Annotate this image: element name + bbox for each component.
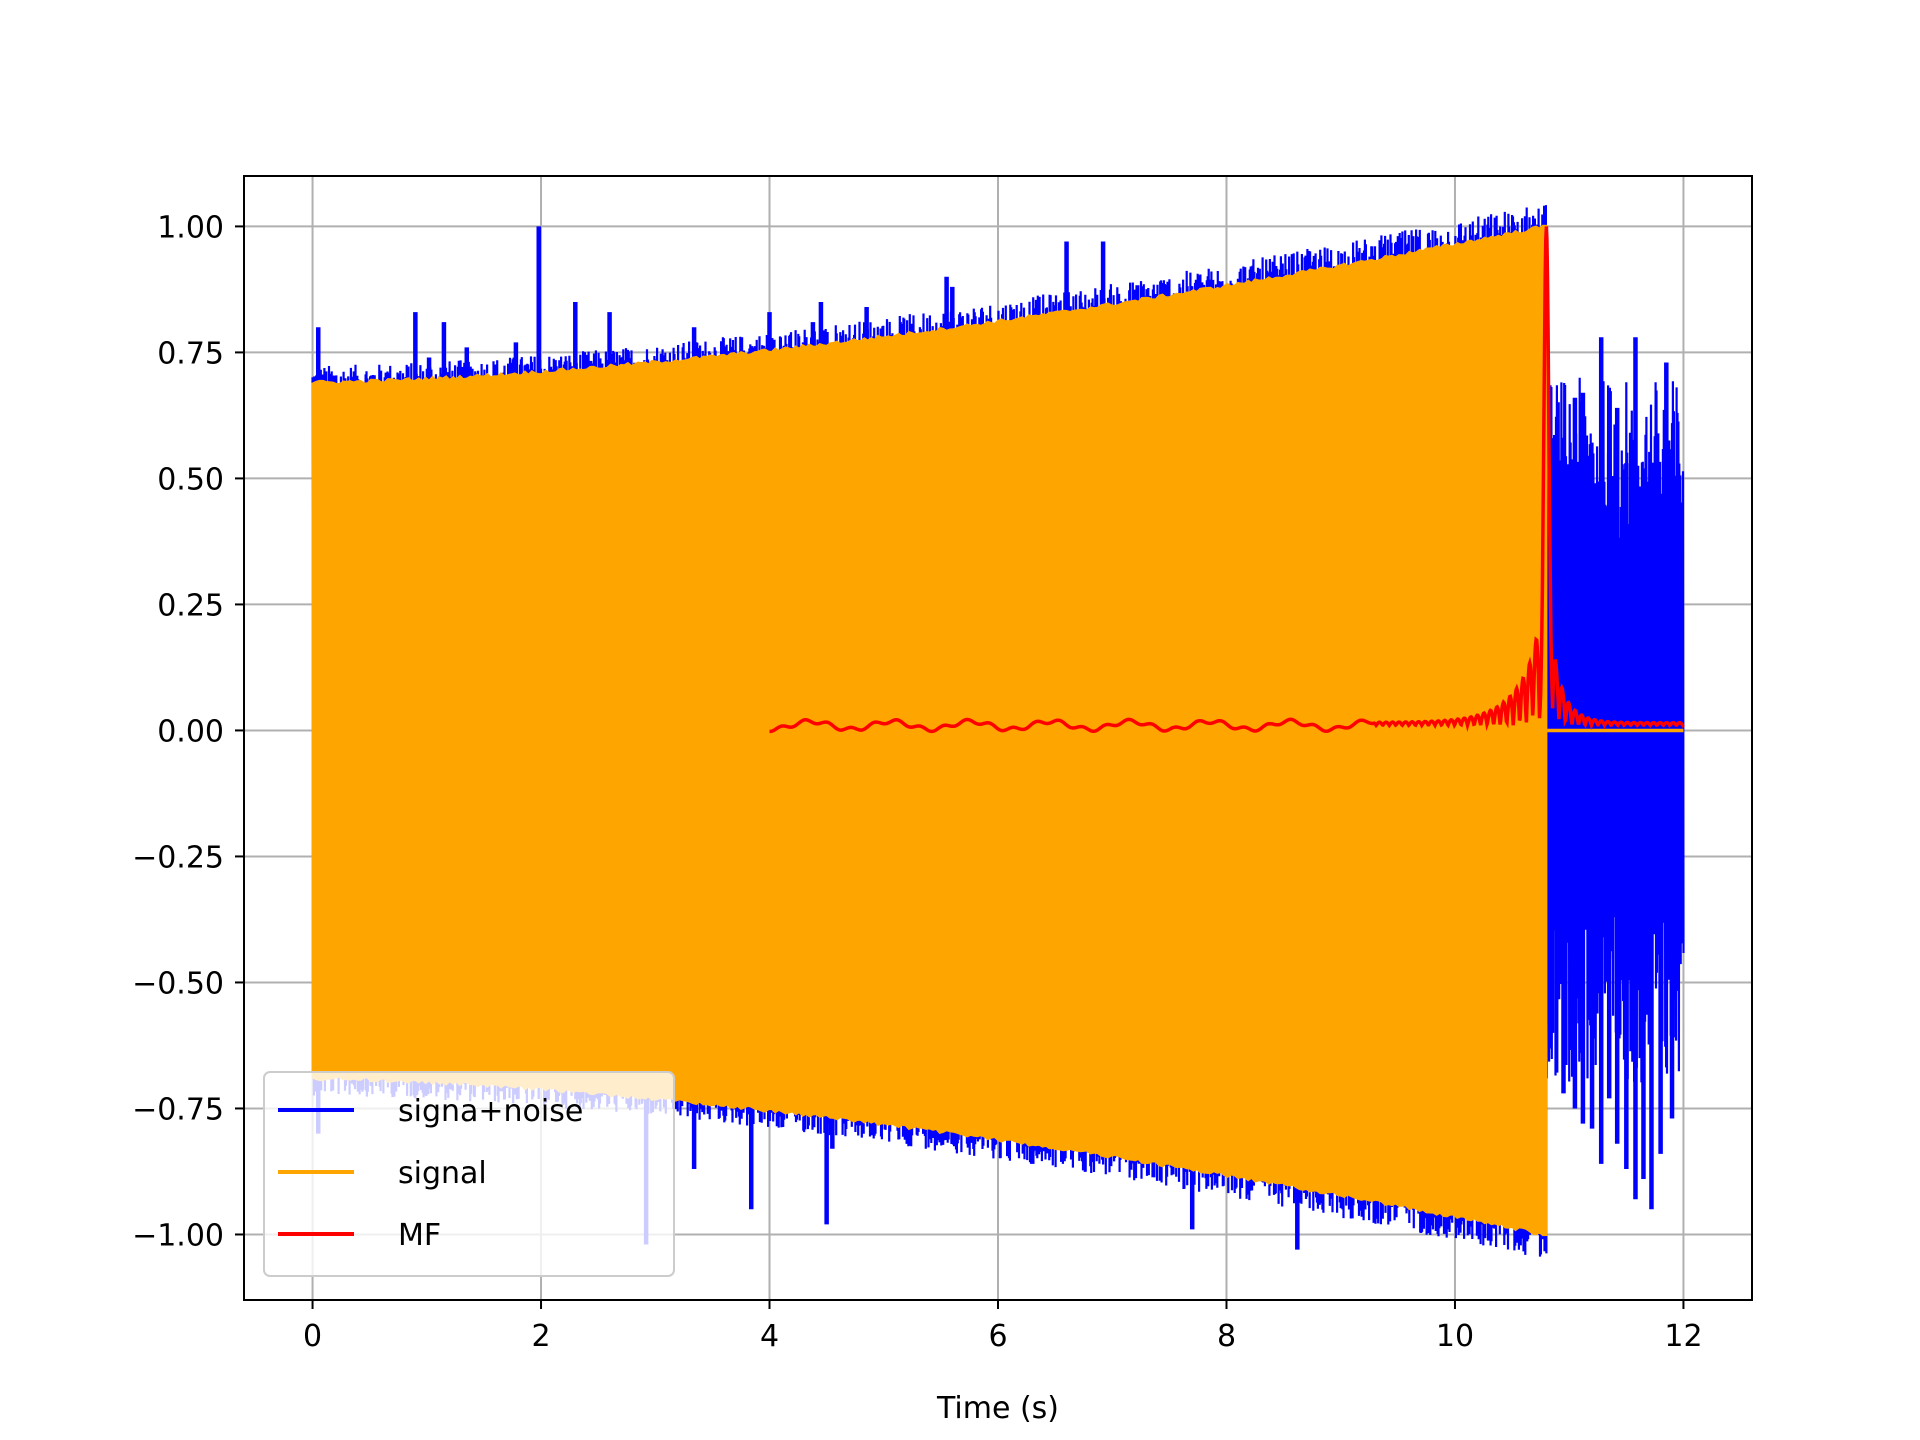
x-tick-label: 8 bbox=[1217, 1319, 1236, 1354]
legend: signa+noise signal MF bbox=[263, 1071, 675, 1277]
x-tick-label: 4 bbox=[760, 1319, 779, 1354]
y-tick-label: 0.00 bbox=[157, 714, 224, 749]
y-tick-label: 0.25 bbox=[157, 588, 224, 623]
y-tick-label: −0.25 bbox=[132, 840, 224, 875]
ticks: 0 2 4 6 8 10 12 1.00 0.75 0.50 0.25 0.00 −0.25 −0.50 −… bbox=[132, 210, 1702, 1354]
y-tick-label: 0.50 bbox=[157, 462, 224, 497]
x-tick-label: 0 bbox=[303, 1319, 322, 1354]
legend-box bbox=[263, 1071, 675, 1277]
legend-label: signal bbox=[398, 1156, 487, 1191]
y-tick-label: 0.75 bbox=[157, 336, 224, 371]
x-tick-label: 10 bbox=[1436, 1319, 1474, 1354]
y-tick-label: 1.00 bbox=[157, 210, 224, 245]
x-tick-label: 12 bbox=[1664, 1319, 1702, 1354]
y-tick-label: −0.75 bbox=[132, 1092, 224, 1127]
series-mf-line bbox=[769, 226, 1685, 734]
plot-area bbox=[311, 205, 1685, 1257]
x-tick-label: 6 bbox=[988, 1319, 1007, 1354]
x-tick-label: 2 bbox=[531, 1319, 550, 1354]
legend-label: MF bbox=[398, 1218, 441, 1253]
legend-label: signa+noise bbox=[398, 1094, 583, 1129]
y-tick-label: −1.00 bbox=[132, 1218, 224, 1253]
y-tick-label: −0.50 bbox=[132, 966, 224, 1001]
x-axis-label: Time (s) bbox=[936, 1391, 1059, 1426]
